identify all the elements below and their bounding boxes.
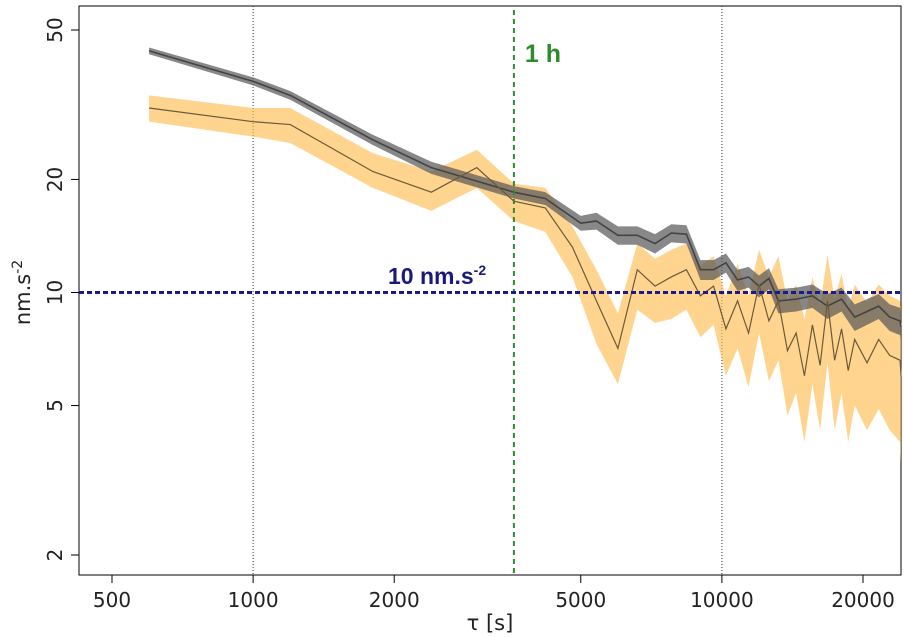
y-axis-title-sup: -2 xyxy=(10,260,26,274)
y-axis-title-base: nm.s xyxy=(11,274,35,325)
ten-nms2-label: 10 nm.s-2 xyxy=(388,262,486,289)
one-hour-label: 1 h xyxy=(525,40,561,68)
y-tick-label-5: 5 xyxy=(43,399,67,412)
x-tick-label-5000: 5000 xyxy=(555,588,606,612)
y-tick-label-20: 20 xyxy=(43,167,67,192)
x-tick-label-20000: 20000 xyxy=(831,588,895,612)
x-tick-label-10000: 10000 xyxy=(690,588,754,612)
y-tick-label-2: 2 xyxy=(43,549,67,562)
x-tick-label-2000: 2000 xyxy=(369,588,420,612)
x-tick-label-1000: 1000 xyxy=(228,588,279,612)
x-axis-title: τ [s] xyxy=(467,611,514,635)
band-layer xyxy=(149,48,901,464)
annotation-layer: 1 h 10 nm.s-2 xyxy=(79,10,901,575)
y-axis-title: nm.s-2 xyxy=(10,260,35,325)
x-tick-label-500: 500 xyxy=(93,588,131,612)
y-tick-label-10: 10 xyxy=(43,280,67,305)
ten-nms2-label-sup: -2 xyxy=(474,262,487,278)
orange-confidence-band xyxy=(149,95,901,463)
y-tick-label-50: 50 xyxy=(43,17,67,42)
ten-nms2-label-base: 10 nm.s xyxy=(388,263,474,289)
